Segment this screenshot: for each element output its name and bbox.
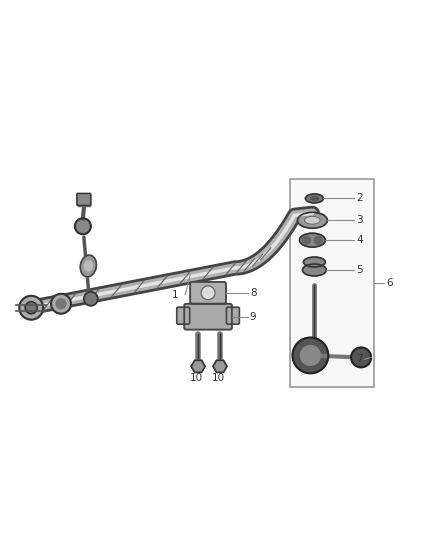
Circle shape: [314, 236, 322, 244]
Text: 5: 5: [356, 265, 363, 275]
Circle shape: [75, 219, 91, 234]
Text: 4: 4: [356, 235, 363, 245]
Text: 10: 10: [212, 373, 225, 383]
Circle shape: [303, 236, 311, 244]
Circle shape: [351, 348, 371, 367]
FancyBboxPatch shape: [190, 282, 226, 304]
Circle shape: [25, 302, 37, 314]
Ellipse shape: [80, 255, 96, 277]
Text: 9: 9: [250, 312, 256, 322]
Circle shape: [19, 296, 43, 320]
FancyBboxPatch shape: [226, 307, 240, 324]
Bar: [290, 179, 374, 387]
Circle shape: [84, 292, 98, 306]
FancyBboxPatch shape: [77, 193, 91, 205]
Ellipse shape: [305, 194, 323, 203]
Text: 1: 1: [172, 290, 178, 300]
Text: 8: 8: [250, 288, 256, 298]
FancyBboxPatch shape: [184, 304, 232, 329]
Circle shape: [201, 286, 215, 300]
Circle shape: [293, 337, 328, 373]
Ellipse shape: [85, 261, 92, 271]
Text: 10: 10: [190, 373, 203, 383]
Text: 6: 6: [386, 278, 392, 288]
Ellipse shape: [304, 216, 320, 224]
Ellipse shape: [304, 257, 325, 267]
Circle shape: [51, 294, 71, 314]
Circle shape: [56, 299, 66, 309]
Circle shape: [300, 345, 320, 365]
FancyBboxPatch shape: [177, 307, 190, 324]
Ellipse shape: [303, 264, 326, 276]
Ellipse shape: [311, 197, 318, 200]
Text: 2: 2: [356, 193, 363, 204]
Text: 3: 3: [356, 215, 363, 225]
Ellipse shape: [297, 212, 327, 228]
Ellipse shape: [300, 233, 325, 247]
Text: 7: 7: [356, 354, 363, 365]
